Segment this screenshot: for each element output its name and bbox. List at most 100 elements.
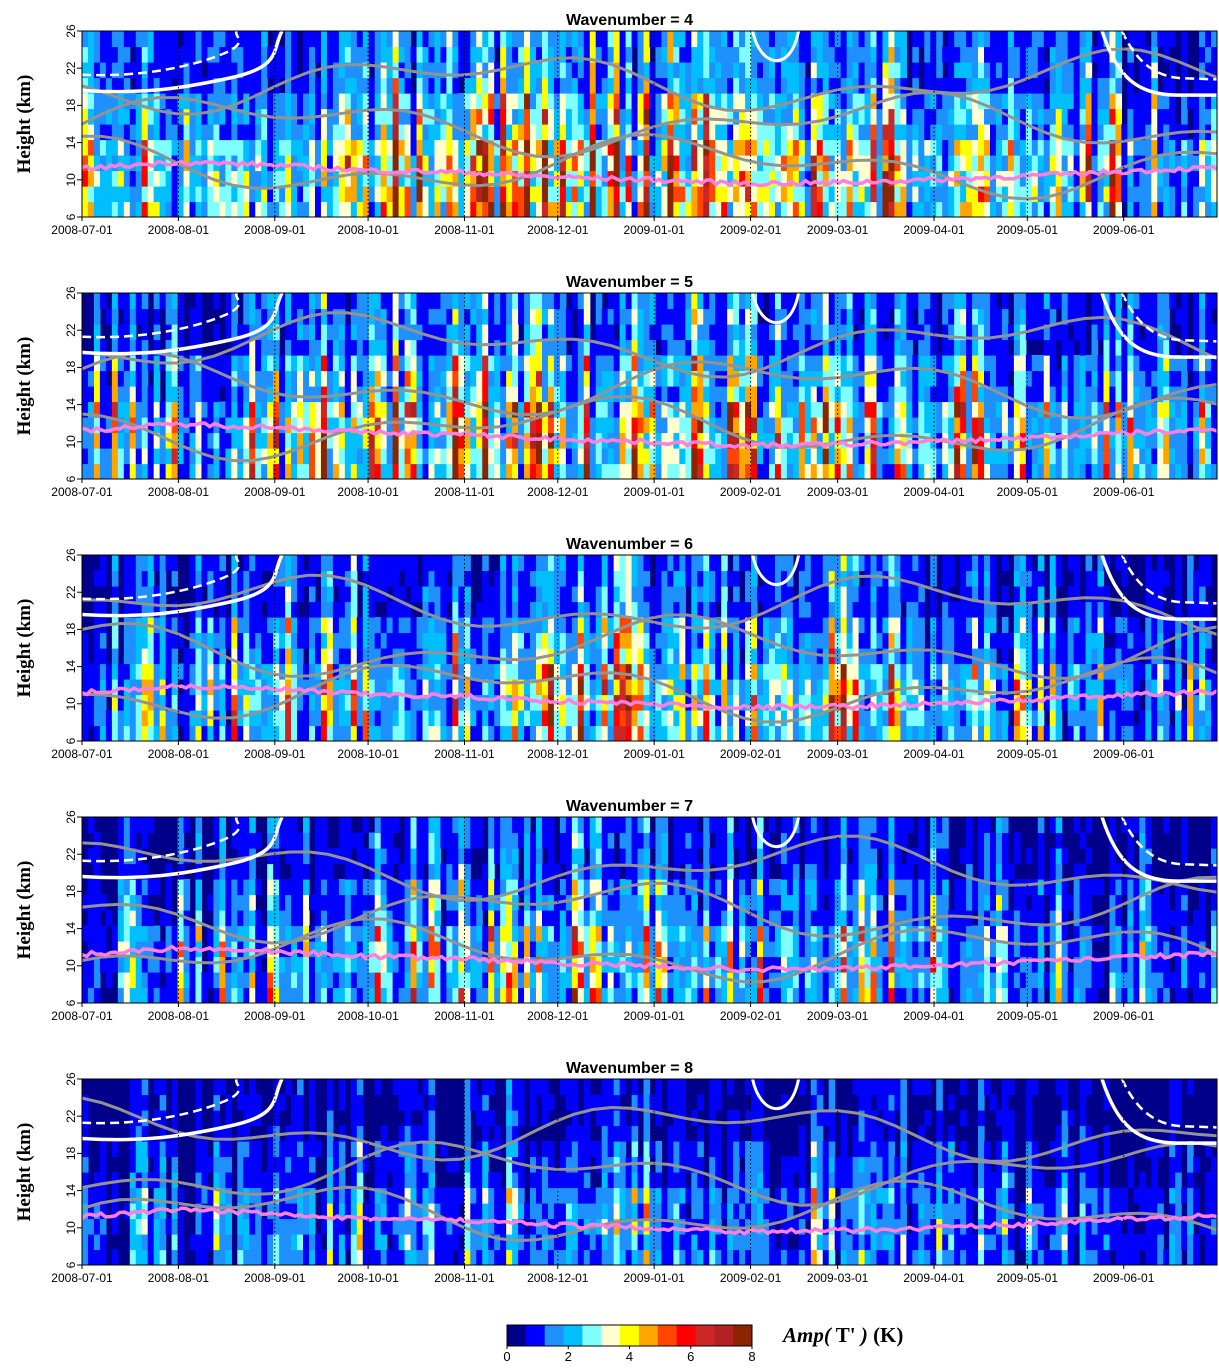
colorbar-swatch bbox=[544, 1325, 565, 1346]
white-contour-dashed bbox=[1120, 817, 1217, 867]
white-contour-line bbox=[751, 1079, 801, 1111]
heatmap-field bbox=[82, 817, 1217, 1003]
gray-contour-line bbox=[82, 311, 1217, 379]
y-tick-label: 26 bbox=[64, 286, 78, 300]
x-tick-label: 2009-03-01 bbox=[807, 747, 869, 761]
colorbar-swatch bbox=[695, 1325, 715, 1346]
x-tick-label: 2009-04-01 bbox=[903, 223, 965, 237]
y-tick-label: 6 bbox=[64, 475, 78, 482]
white-contour-dashed bbox=[82, 1079, 241, 1125]
y-tick-label: 18 bbox=[64, 1146, 78, 1160]
y-tick-label: 14 bbox=[64, 1184, 78, 1198]
white-contour-dashed bbox=[82, 31, 241, 77]
x-tick-label: 2008-08-01 bbox=[148, 223, 210, 237]
x-tick-label: 2009-02-01 bbox=[720, 1271, 782, 1285]
x-tick-label: 2008-11-01 bbox=[434, 485, 495, 499]
x-tick-label: 2008-09-01 bbox=[244, 223, 306, 237]
white-contour-dashed bbox=[1120, 1079, 1217, 1129]
colorbar-swatch bbox=[676, 1325, 696, 1346]
x-tick-label: 2009-02-01 bbox=[720, 223, 782, 237]
x-tick-label: 2009-04-01 bbox=[903, 747, 965, 761]
y-tick-label: 22 bbox=[64, 1109, 78, 1123]
white-contour-line bbox=[82, 817, 284, 880]
white-contour-dashed bbox=[82, 817, 241, 863]
x-tick-label: 2008-07-01 bbox=[51, 1009, 113, 1023]
white-contour-dashed bbox=[82, 555, 241, 601]
x-tick-label: 2009-02-01 bbox=[720, 1009, 782, 1023]
colorbar-swatch bbox=[620, 1325, 640, 1346]
y-tick-label: 6 bbox=[64, 1261, 78, 1268]
tropopause-line bbox=[81, 944, 1218, 974]
x-tick-label: 2009-03-01 bbox=[807, 485, 869, 499]
y-tick-label: 10 bbox=[64, 1221, 78, 1235]
gray-contour-line bbox=[82, 613, 1217, 680]
x-tick-label: 2009-02-01 bbox=[720, 747, 782, 761]
colorbar-tick-label: 2 bbox=[565, 1349, 572, 1364]
colorbar-tick-label: 0 bbox=[503, 1349, 510, 1364]
x-tick-label: 2008-11-01 bbox=[434, 747, 495, 761]
white-contour-line bbox=[751, 293, 801, 325]
y-tick-label: 14 bbox=[64, 922, 78, 936]
gray-contour-line bbox=[82, 1140, 1217, 1207]
panel-title: Wavenumber = 6 bbox=[566, 536, 693, 553]
x-tick-label: 2009-05-01 bbox=[997, 485, 1059, 499]
white-contour-line bbox=[1100, 293, 1217, 359]
colorbar-swatch bbox=[714, 1325, 734, 1346]
y-tick-label: 26 bbox=[64, 1072, 78, 1086]
white-contour-dashed bbox=[1120, 555, 1217, 605]
y-tick-label: 22 bbox=[64, 323, 78, 337]
x-tick-label: 2008-10-01 bbox=[337, 747, 399, 761]
y-tick-label: 22 bbox=[64, 585, 78, 599]
x-tick-label: 2009-05-01 bbox=[997, 1009, 1059, 1023]
panel-frame bbox=[81, 554, 1218, 742]
panel-7: Wavenumber = 7 2008-07-01 2008-08-01 2008-0… bbox=[14, 798, 1218, 1023]
y-tick-label: 18 bbox=[64, 884, 78, 898]
panel-frame bbox=[81, 30, 1218, 218]
y-tick-label: 26 bbox=[64, 810, 78, 824]
y-tick-label: 6 bbox=[64, 999, 78, 1006]
x-tick-label: 2008-11-01 bbox=[434, 1009, 495, 1023]
x-tick-label: 2008-12-01 bbox=[527, 1009, 589, 1023]
y-tick-label: 10 bbox=[64, 697, 78, 711]
y-tick-label: 10 bbox=[64, 959, 78, 973]
colorbar-tick-label: 4 bbox=[626, 1349, 633, 1364]
white-contour-line bbox=[751, 817, 801, 849]
x-tick-label: 2009-01-01 bbox=[623, 485, 685, 499]
x-tick-label: 2009-04-01 bbox=[903, 485, 965, 499]
panel-5: Wavenumber = 5 2008-07-01 2008-08-01 2008-0… bbox=[14, 274, 1218, 499]
x-tick-label: 2008-08-01 bbox=[148, 1009, 210, 1023]
x-tick-label: 2008-10-01 bbox=[337, 485, 399, 499]
gray-contour-line bbox=[82, 875, 1217, 945]
gray-contour-line bbox=[82, 917, 1217, 984]
panel-4: Wavenumber = 4 2008-07-01 2008-08-01 2008-0… bbox=[14, 12, 1218, 237]
gray-contour-line bbox=[82, 834, 1217, 903]
colorbar-swatch bbox=[525, 1325, 546, 1346]
y-tick-label: 6 bbox=[64, 737, 78, 744]
x-tick-label: 2008-08-01 bbox=[148, 1271, 210, 1285]
x-tick-label: 2008-12-01 bbox=[527, 1271, 589, 1285]
white-contour-line bbox=[751, 31, 801, 63]
white-contour-line bbox=[82, 1079, 284, 1142]
colorbar-label: Amp( T' ) (K) bbox=[781, 1323, 903, 1347]
white-contour-dashed bbox=[82, 293, 241, 339]
y-tick-label: 14 bbox=[64, 398, 78, 412]
panel-title: Wavenumber = 5 bbox=[566, 274, 693, 291]
x-tick-label: 2009-06-01 bbox=[1093, 223, 1155, 237]
y-tick-label: 10 bbox=[64, 173, 78, 187]
y-tick-label: 10 bbox=[64, 435, 78, 449]
colorbar-swatch bbox=[638, 1325, 659, 1346]
panel-frame bbox=[81, 816, 1218, 1004]
x-tick-label: 2009-06-01 bbox=[1093, 485, 1155, 499]
x-tick-label: 2008-08-01 bbox=[148, 485, 210, 499]
x-tick-label: 2009-03-01 bbox=[807, 1271, 869, 1285]
y-axis-label: Height (km) bbox=[14, 337, 35, 436]
colorbar: 0 2 4 6 8 Amp( T' ) (K) bbox=[503, 1323, 903, 1364]
x-tick-label: 2009-05-01 bbox=[997, 223, 1059, 237]
gray-contour-line bbox=[82, 395, 1217, 463]
x-tick-label: 2009-01-01 bbox=[623, 1009, 685, 1023]
white-contour-line bbox=[751, 555, 801, 587]
colorbar-swatch bbox=[582, 1325, 602, 1346]
panel-title: Wavenumber = 8 bbox=[566, 1060, 693, 1077]
x-tick-label: 2008-12-01 bbox=[527, 747, 589, 761]
